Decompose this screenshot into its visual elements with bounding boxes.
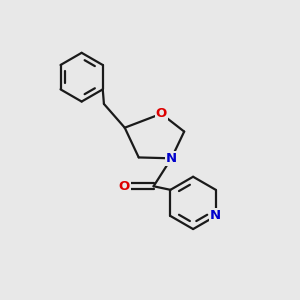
Text: O: O — [118, 180, 130, 193]
Text: N: N — [210, 209, 221, 223]
Text: N: N — [166, 152, 177, 165]
Text: O: O — [156, 107, 167, 120]
